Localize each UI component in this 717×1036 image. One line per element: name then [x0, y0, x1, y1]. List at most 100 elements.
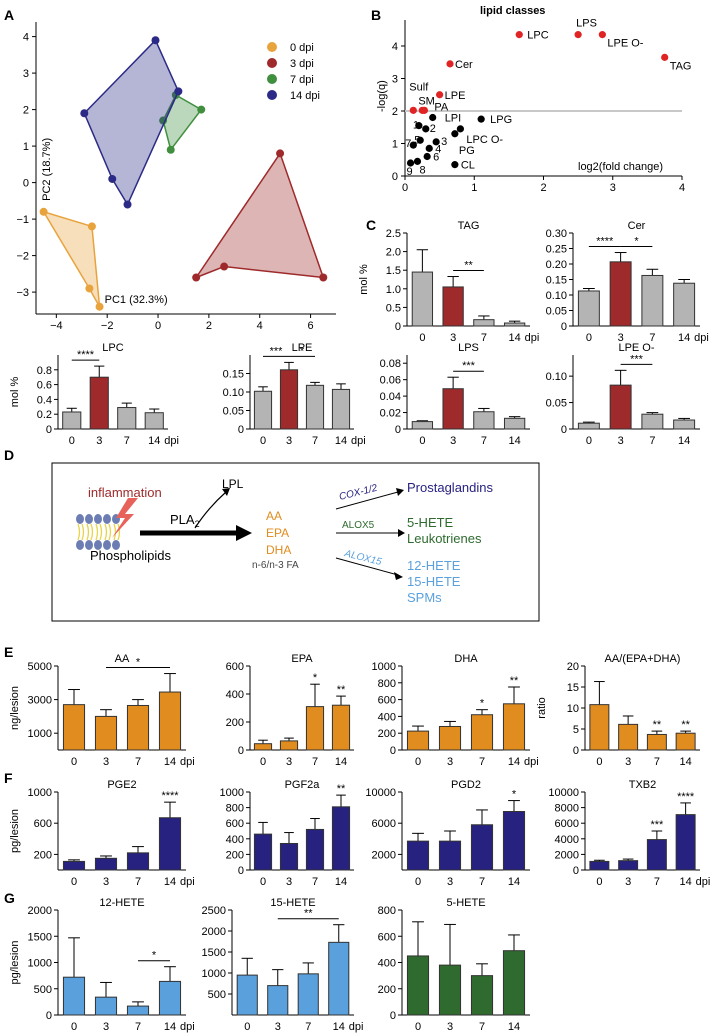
- pathway-box: [51, 462, 540, 622]
- bar-x-unit: dpi: [164, 435, 179, 447]
- bar-title: LPE O-: [618, 342, 654, 354]
- bar-title: Cer: [628, 220, 646, 232]
- volcano-label: CL: [461, 160, 475, 172]
- significance-label: ****: [77, 349, 95, 361]
- volcano-label: LPG: [490, 114, 512, 126]
- significance-label: *: [136, 657, 141, 669]
- bar-x-unit: dpi: [180, 1021, 195, 1033]
- bar: [470, 824, 494, 871]
- volcano-point: [413, 157, 422, 165]
- pca-x-tick-label: 2: [206, 320, 212, 332]
- bar-y-tick-label: 2000: [202, 926, 226, 938]
- volcano-label: 4: [435, 143, 441, 155]
- bar-x-tick-label: 3: [103, 756, 109, 768]
- bar-y-tick-label: 2500: [202, 905, 226, 917]
- bar: [158, 817, 182, 871]
- panel-label-e: E: [4, 644, 13, 660]
- bar: [279, 369, 299, 430]
- bar-chart-pge2: 200 600 1000 0 3 7 14 dpi PGE2 pg/lesion ****: [9, 779, 195, 888]
- bar-y-tick-label: 1000: [220, 787, 244, 799]
- bar: [646, 733, 667, 751]
- bar-y-tick-label: 5000: [28, 661, 52, 673]
- bar-y-tick-label: 0.06: [380, 375, 401, 387]
- alox5-label: ALOX5: [342, 520, 375, 531]
- bar-x-tick-label: 0: [71, 756, 77, 768]
- bar-chart-lpe-o: 0 0.05 0.10 0 3 7 14 LPE O-***: [546, 342, 700, 447]
- bar-x-tick-label: 0: [415, 1021, 421, 1033]
- bar-x-tick-label: 7: [135, 1021, 141, 1033]
- bar-x-tick-label: 3: [96, 435, 102, 447]
- bar: [411, 271, 434, 327]
- pca-point: [151, 36, 160, 45]
- volcano-ylabel: -log(q): [376, 80, 388, 112]
- bar-title: TXB2: [629, 779, 657, 791]
- bar-x-tick-label: 0: [586, 435, 592, 447]
- legend-marker-d0: [267, 42, 277, 52]
- bar-y-tick-label: 1000: [202, 968, 226, 980]
- bar-title: PGF2a: [285, 779, 321, 791]
- bar: [675, 814, 696, 871]
- bar-y-tick-label: 2000: [28, 905, 52, 917]
- bar-y-tick-label: 0: [561, 424, 567, 436]
- bar-y-tick-label: 0.6: [37, 380, 52, 392]
- bar-x-tick-label: 14: [509, 332, 521, 344]
- bar-y-tick-label: 0.2: [37, 409, 52, 421]
- bar-x-tick-label: 7: [135, 876, 141, 888]
- bar-y-tick-label: 20: [567, 661, 579, 673]
- bar-ylabel: mol %: [358, 264, 370, 295]
- volcano-x-tick-label: 3: [610, 182, 616, 194]
- bar-chart-5-hete: 0 200 400 600 800 0 3 7 14 5-HETE: [378, 897, 530, 1033]
- pca-ylabel: PC2 (18.7%): [41, 138, 53, 201]
- pca-point: [276, 149, 285, 158]
- pca-point: [85, 284, 94, 293]
- bar: [609, 261, 632, 327]
- bar-x-tick-label: 3: [447, 876, 453, 888]
- bar-y-tick-label: 10: [567, 703, 579, 715]
- bar-y-tick-label: 8000: [555, 803, 579, 815]
- volcano-title: lipid classes: [480, 5, 545, 17]
- bar-x-unit: dpi: [349, 1021, 364, 1033]
- bar: [442, 388, 464, 430]
- volcano-point: [515, 31, 523, 39]
- bar-y-tick-label: 5: [573, 724, 579, 736]
- bar-y-tick-label: 10000: [548, 787, 579, 799]
- bar-x-unit: dpi: [180, 876, 195, 888]
- significance-label: ****: [596, 236, 614, 248]
- bar: [94, 715, 118, 751]
- volcano-label: LPE: [445, 90, 466, 102]
- bar: [502, 703, 526, 751]
- significance-label: **: [337, 783, 346, 795]
- hete5-label: 5-HETE: [407, 515, 454, 530]
- bar: [406, 955, 430, 1016]
- legend-marker-d7: [267, 74, 277, 84]
- bar-y-tick-label: 1.0: [386, 284, 401, 296]
- bar-x-unit: dpi: [351, 435, 366, 447]
- lightning-icon: [112, 498, 138, 538]
- bar: [618, 723, 639, 751]
- bar-x-tick-label: 14: [678, 435, 690, 447]
- bar-y-tick-label: 0.10: [546, 371, 567, 383]
- bar-y-tick-label: 0: [46, 1010, 52, 1022]
- bar-ylabel: pg/lesion: [9, 940, 21, 984]
- bar-title: 15-HETE: [270, 897, 315, 909]
- bar-y-tick-label: 0.25: [546, 244, 567, 256]
- bar: [62, 704, 86, 751]
- pca-x-tick-label: 0: [155, 320, 161, 332]
- pca-y-tick-label: −2: [16, 251, 29, 263]
- bar-ylabel: pg/lesion: [9, 809, 21, 853]
- volcano-label: SM: [418, 95, 435, 107]
- significance-label: ****: [677, 791, 695, 803]
- pca-y-tick-label: 2: [23, 105, 29, 117]
- bar-chart-lpc: 0 0.2 0.4 0.6 0.8 0 3 7 14 dpi LPC mol % ****: [9, 342, 179, 447]
- bar-ylabel: ratio: [536, 697, 548, 718]
- volcano-point: [456, 125, 464, 133]
- bar-x-tick-label: 7: [305, 1021, 311, 1033]
- significance-label: *: [313, 672, 318, 684]
- bar: [502, 950, 526, 1016]
- bar: [589, 704, 610, 751]
- panel-label-f: F: [4, 770, 13, 786]
- bar-x-tick-label: 0: [596, 756, 602, 768]
- volcano-point: [432, 138, 440, 146]
- pla2-label: PLA2: [170, 512, 200, 529]
